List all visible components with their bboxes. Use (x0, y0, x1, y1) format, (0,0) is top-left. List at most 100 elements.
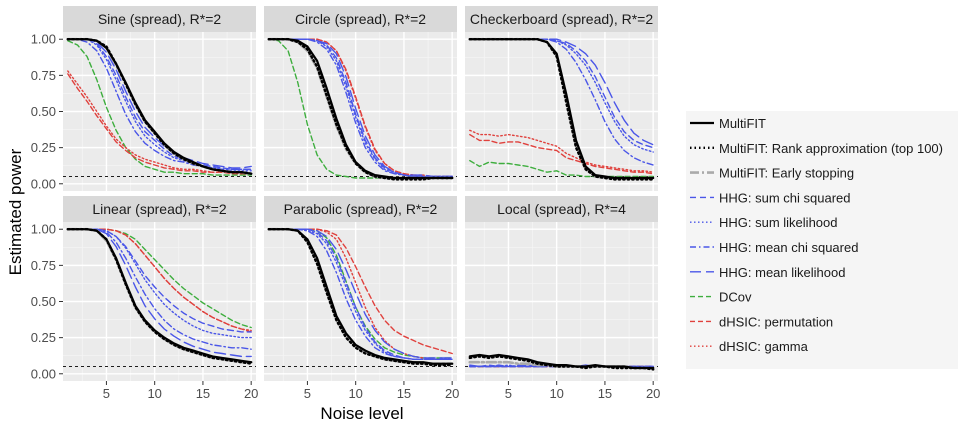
series-line-multifit-rank-approximation-top-100 (267, 38, 454, 181)
series-line-hhg-mean-chi-squared (67, 228, 252, 350)
series-line-dcov (67, 228, 252, 329)
legend-item: HHG: sum likelihood (690, 215, 838, 230)
series-line-dhsic-gamma (268, 38, 453, 178)
panel-strip (465, 196, 658, 222)
series-line-hhg-sum-likelihood (67, 228, 252, 339)
series-line-hhg-mean-likelihood (67, 228, 252, 358)
panel-strip (264, 196, 457, 222)
series-line-dhsic-gamma (268, 228, 453, 360)
y-tick-label: 0.75 (31, 258, 56, 273)
x-tick-label: 10 (147, 386, 161, 401)
legend-background (686, 111, 958, 369)
y-tick-label: 1.00 (31, 32, 56, 47)
legend-item: HHG: mean chi squared (690, 240, 858, 255)
panel-1: Sine (spread), R*=2 0.00 0.25 0.50 0.75 1.00 (31, 6, 256, 191)
series-line-hhg-mean-likelihood (469, 38, 654, 146)
legend-item: HHG: sum chi squared (690, 190, 851, 205)
series-line-hhg-mean-chi-squared (67, 38, 252, 171)
y-tick-label: 0.00 (31, 176, 56, 191)
y-axis-title: Estimated power (6, 148, 25, 275)
y-tick-label: 0.50 (31, 104, 56, 119)
panel-4: Linear (spread), R*=2 5 10 15 20 0.00 0.25 0.50… (31, 196, 258, 401)
series-line-dcov (268, 38, 453, 179)
series-line-dcov (67, 40, 252, 176)
legend-label: MultiFIT: Early stopping (719, 166, 854, 181)
axis-titles: Noise level Estimated power (6, 148, 404, 423)
panel-3: Checkerboard (spread), R*=2 (465, 6, 658, 191)
series-line-dcov (469, 159, 654, 178)
series-line-hhg-mean-likelihood (268, 38, 453, 178)
legend: MultiFIT MultiFIT: Rank approximation (to… (686, 111, 958, 369)
legend-item: dHSIC: gamma (690, 339, 809, 354)
series-lines (66, 37, 253, 176)
y-tick-label: 0.75 (31, 68, 56, 83)
y-tick-label: 0.00 (31, 366, 56, 381)
x-tick-label: 5 (304, 386, 311, 401)
x-tick-label: 20 (646, 386, 660, 401)
series-lines (468, 37, 655, 181)
legend-item: MultiFIT: Rank approximation (top 100) (690, 141, 943, 156)
series-lines (267, 227, 454, 367)
panel-2: Circle (spread), R*=2 (264, 6, 457, 191)
panel-title: Checkerboard (spread), R*=2 (470, 11, 653, 27)
series-line-hhg-sum-likelihood (67, 38, 252, 172)
legend-item: MultiFIT: Early stopping (690, 166, 854, 181)
x-tick-label: 15 (598, 386, 612, 401)
series-line-dhsic-gamma (67, 70, 252, 175)
x-tick-label: 15 (196, 386, 210, 401)
panel-title: Local (spread), R*=4 (497, 201, 626, 217)
series-line-dhsic-permutation (469, 133, 654, 175)
series-line-multifit-rank-approximation-top-100 (267, 227, 454, 367)
legend-label: dHSIC: permutation (719, 314, 833, 329)
panel-strip (63, 6, 256, 32)
legend-item: MultiFIT (690, 116, 766, 131)
x-tick-label: 20 (445, 386, 459, 401)
series-line-dhsic-gamma (469, 129, 654, 173)
panel-strip (264, 6, 457, 32)
legend-label: dHSIC: gamma (719, 339, 809, 354)
chart-panels: Sine (spread), R*=2 0.00 0.25 0.50 0.75 1.00 C… (31, 6, 660, 401)
series-lines (267, 37, 454, 181)
legend-item: dHSIC: permutation (690, 314, 833, 329)
legend-label: HHG: sum chi squared (719, 190, 851, 205)
panel-title: Parabolic (spread), R*=2 (284, 201, 438, 217)
x-tick-label: 5 (505, 386, 512, 401)
legend-label: HHG: mean chi squared (719, 240, 858, 255)
legend-label: MultiFIT (719, 116, 766, 131)
series-line-multifit (468, 353, 655, 370)
panel-title: Linear (spread), R*=2 (92, 201, 226, 217)
y-tick-label: 1.00 (31, 222, 56, 237)
series-line-multifit-rank-approximation-top-100 (468, 355, 655, 371)
series-line-multifit-rank-approximation-top-100 (468, 38, 655, 181)
series-lines (468, 353, 655, 371)
legend-label: HHG: mean likelihood (719, 265, 845, 280)
series-line-hhg-mean-likelihood (268, 228, 453, 359)
series-line-multifit-rank-approximation-top-100 (66, 38, 253, 175)
series-line-dhsic-permutation (268, 228, 453, 355)
x-tick-label: 5 (103, 386, 110, 401)
series-line-hhg-sum-likelihood (469, 38, 654, 153)
series-lines (66, 227, 253, 365)
x-tick-label: 10 (549, 386, 563, 401)
panel-strip (465, 6, 658, 32)
x-axis-title: Noise level (320, 404, 403, 423)
legend-item: DCov (690, 290, 752, 305)
x-tick-label: 15 (397, 386, 411, 401)
legend-label: HHG: sum likelihood (719, 215, 838, 230)
legend-item: HHG: mean likelihood (690, 265, 845, 280)
legend-label: DCov (719, 290, 752, 305)
series-line-dhsic-gamma (67, 228, 252, 332)
series-line-hhg-sum-chi-squared (67, 38, 252, 171)
y-tick-label: 0.25 (31, 140, 56, 155)
series-line-hhg-mean-chi-squared (268, 228, 453, 360)
legend-label: MultiFIT: Rank approximation (top 100) (719, 141, 943, 156)
x-tick-label: 10 (348, 386, 362, 401)
series-line-hhg-mean-likelihood (67, 38, 252, 169)
panel-strip (63, 196, 256, 222)
series-line-multifit-rank-approximation-top-100 (66, 227, 253, 365)
panel-6: Local (spread), R*=4 5 10 15 20 (465, 196, 660, 401)
y-tick-label: 0.50 (31, 294, 56, 309)
panel-title: Sine (spread), R*=2 (98, 11, 222, 27)
panel-title: Circle (spread), R*=2 (295, 11, 426, 27)
